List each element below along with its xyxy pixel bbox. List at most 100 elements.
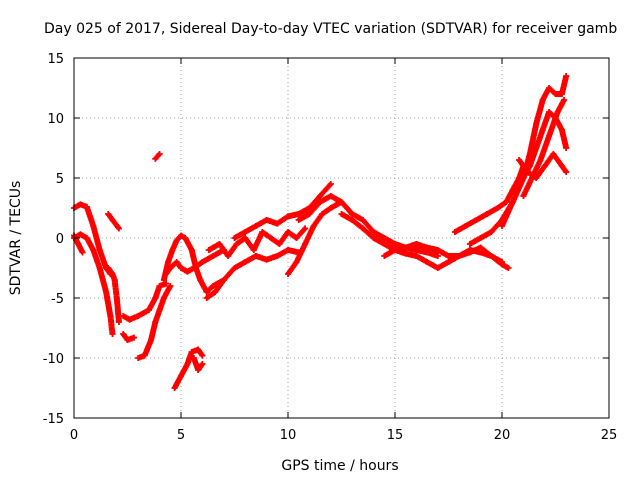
data-point — [199, 352, 206, 359]
data-point — [135, 355, 142, 361]
data-point — [197, 277, 204, 283]
data-point — [306, 205, 313, 211]
x-axis-label: GPS time / hours — [281, 458, 398, 474]
chart-title: Day 025 of 2017, Sidereal Day-to-day VTE… — [44, 21, 617, 37]
data-point — [233, 241, 240, 247]
y-tick-label: -5 — [51, 292, 64, 307]
data-point — [293, 235, 300, 241]
data-point — [424, 244, 431, 251]
data-point — [90, 223, 97, 229]
data-point — [381, 235, 388, 241]
data-point — [167, 283, 174, 289]
x-tick-label: 5 — [177, 428, 185, 443]
data-point — [173, 259, 180, 265]
data-point — [317, 199, 324, 205]
data-point — [370, 235, 377, 241]
data-point — [199, 259, 206, 265]
data-point — [113, 295, 120, 301]
data-point — [263, 256, 270, 263]
data-point — [451, 229, 458, 235]
data-point — [413, 247, 420, 253]
data-point — [205, 247, 212, 253]
data-point — [434, 247, 441, 253]
series-track-p — [231, 181, 334, 241]
data-point — [349, 211, 356, 217]
data-point — [156, 283, 163, 289]
data-point — [171, 385, 178, 391]
data-point — [327, 193, 334, 199]
x-tick-label: 20 — [494, 428, 511, 443]
data-point — [203, 295, 210, 301]
data-point — [558, 127, 565, 133]
series-track-o — [205, 225, 309, 259]
data-point — [220, 277, 227, 283]
data-point — [503, 199, 510, 205]
data-point — [317, 193, 324, 199]
data-point — [306, 211, 313, 217]
data-point — [434, 265, 441, 271]
series-track-f — [120, 331, 137, 343]
data-point — [242, 229, 249, 235]
data-point — [178, 232, 184, 239]
data-point — [165, 259, 172, 265]
data-point — [462, 223, 469, 229]
data-point — [381, 253, 388, 259]
data-point — [231, 235, 238, 241]
data-point — [370, 229, 377, 235]
data-point — [90, 247, 97, 253]
data-point — [250, 247, 257, 253]
data-point — [242, 235, 249, 241]
x-tick-label: 10 — [280, 428, 297, 443]
data-point — [126, 316, 133, 323]
data-point — [195, 346, 202, 353]
y-tick-label: 10 — [47, 112, 64, 127]
data-point — [156, 307, 163, 313]
series-track-k — [163, 247, 227, 277]
x-tick-label: 15 — [387, 428, 404, 443]
data-point — [109, 331, 116, 337]
data-point — [327, 205, 334, 211]
data-point — [359, 217, 366, 223]
data-point — [302, 225, 309, 232]
data-point — [509, 199, 516, 205]
data-point — [466, 241, 473, 247]
data-point — [359, 225, 366, 232]
data-point — [115, 319, 122, 325]
data-point — [402, 250, 409, 257]
series-track-i — [152, 151, 163, 162]
data-point — [182, 235, 189, 241]
data-point — [169, 247, 176, 253]
data-point — [242, 259, 249, 265]
series-track-t — [381, 241, 512, 271]
data-point — [392, 241, 398, 247]
data-point — [558, 163, 565, 169]
data-point — [310, 223, 317, 229]
data-point — [338, 211, 345, 217]
data-point — [163, 271, 170, 277]
data-point — [302, 241, 309, 247]
y-tick-label: -15 — [43, 412, 64, 427]
data-point — [156, 151, 163, 157]
data-point — [203, 289, 210, 295]
data-point — [561, 97, 568, 103]
data-point — [160, 295, 167, 301]
data-point — [124, 337, 131, 343]
series-track-x — [516, 151, 570, 181]
data-point — [173, 237, 180, 244]
data-point — [263, 217, 270, 223]
data-marks — [71, 73, 570, 391]
data-point — [473, 217, 480, 223]
data-point — [274, 253, 281, 259]
y-tick-label: 15 — [47, 52, 64, 67]
data-point — [148, 337, 155, 343]
data-point — [520, 193, 527, 199]
data-point — [252, 253, 259, 259]
data-point — [178, 373, 184, 379]
data-point — [445, 259, 452, 265]
data-point — [152, 155, 159, 162]
data-point — [259, 229, 266, 235]
data-point — [445, 253, 452, 259]
data-point — [319, 211, 326, 217]
series-track-m — [190, 355, 206, 373]
data-point — [546, 133, 553, 139]
